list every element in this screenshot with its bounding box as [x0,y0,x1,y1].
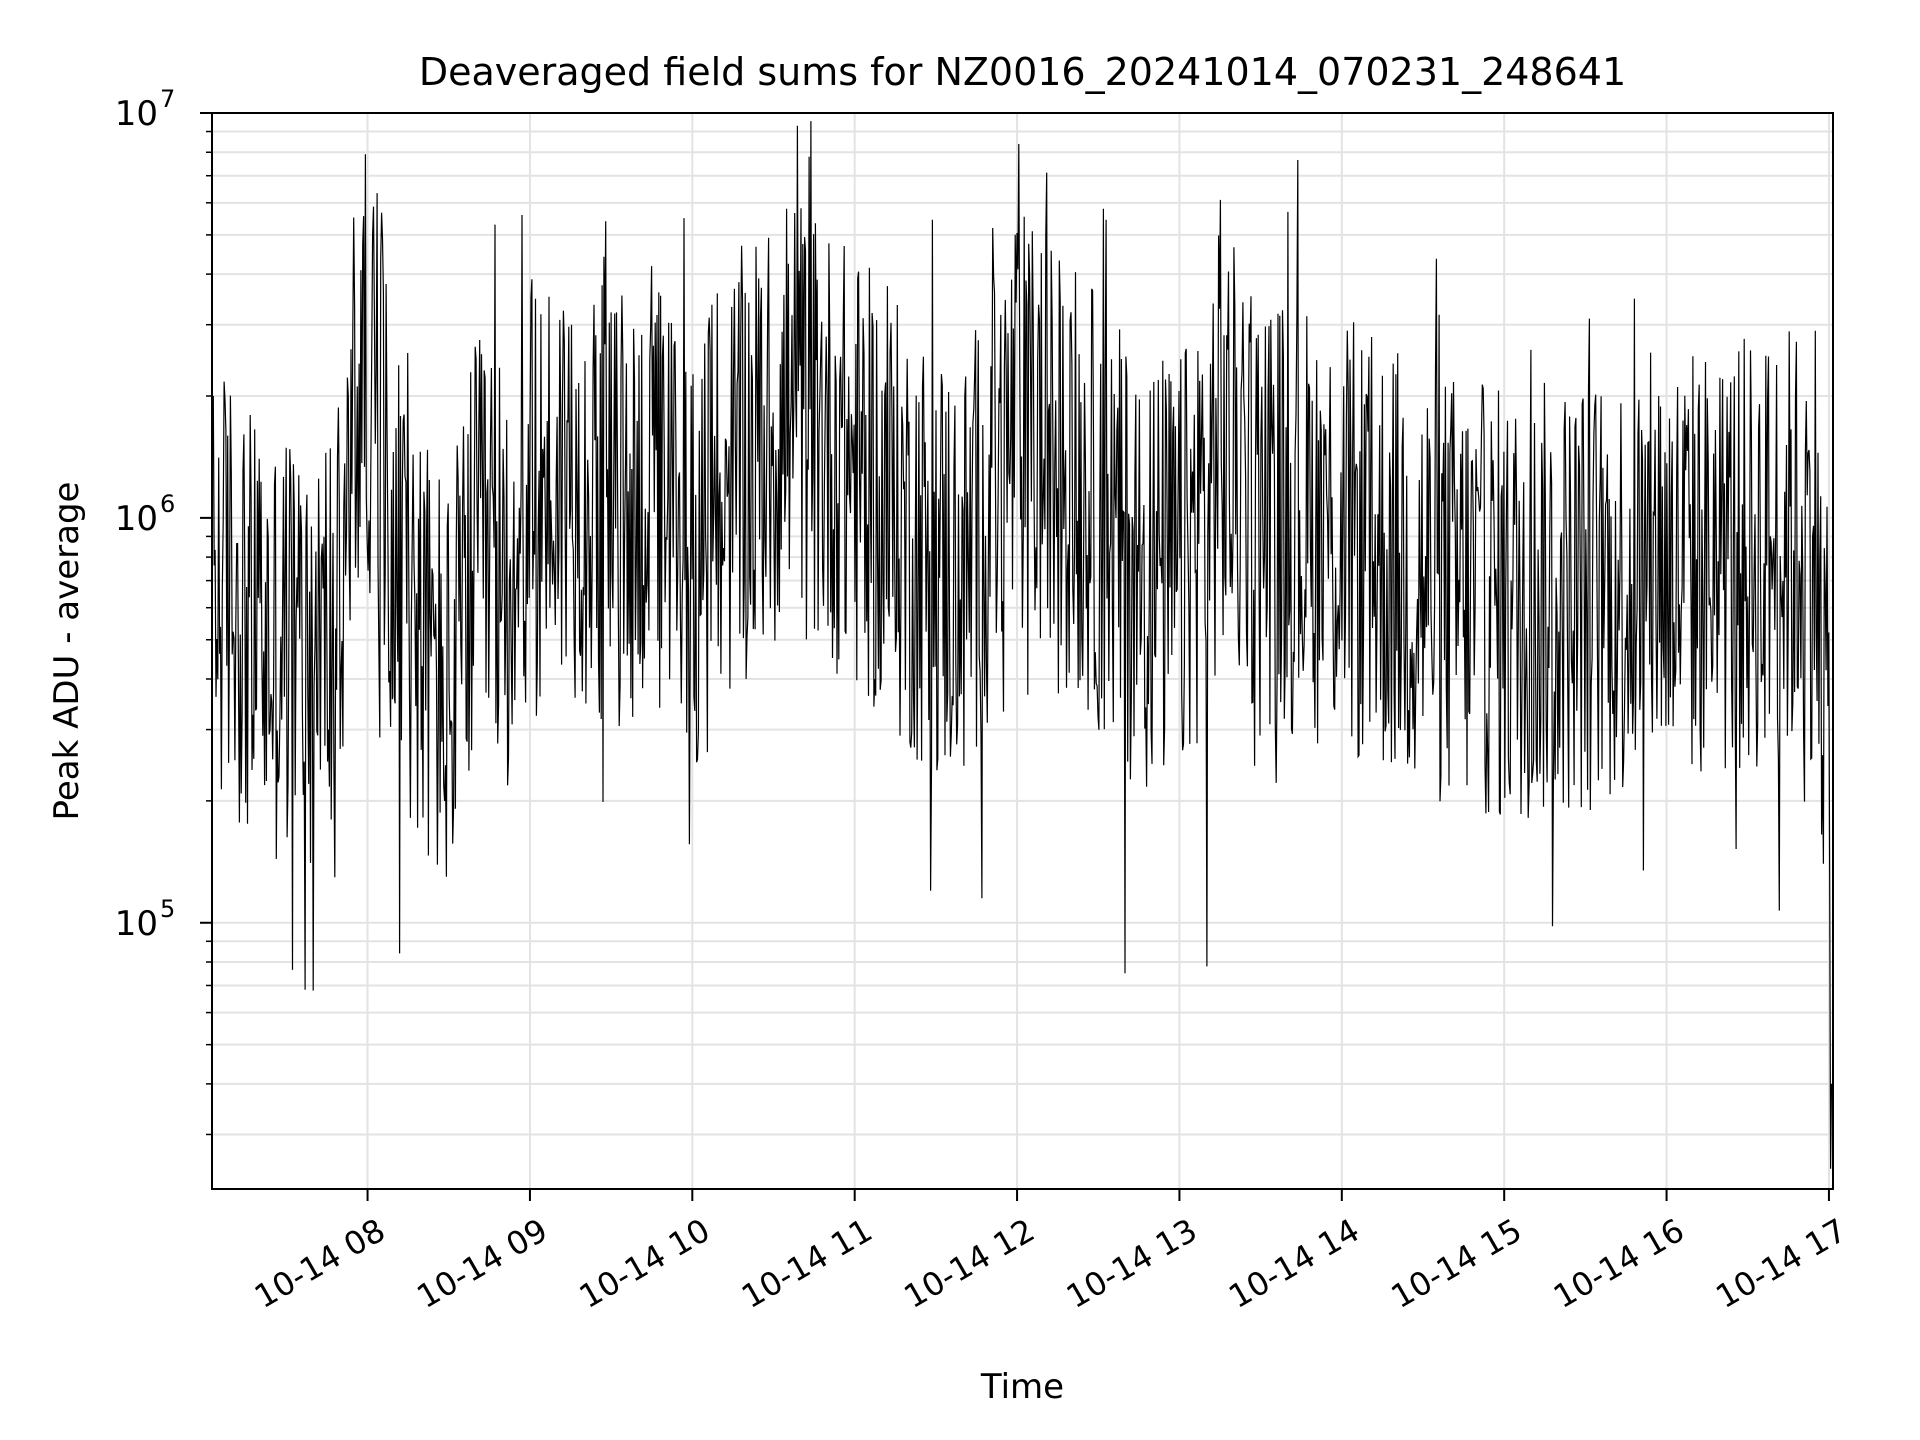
x-tick-label: 10-14 13 [1060,1211,1204,1316]
y-tick-label: 10 [115,904,158,944]
y-tick-label: 10 [115,94,158,134]
data-series [212,121,1833,1169]
x-tick-label: 10-14 15 [1385,1211,1529,1316]
x-tick-label: 10-14 09 [410,1211,554,1316]
y-axis-label: Peak ADU - average [47,482,87,821]
x-tick-label: 10-14 12 [897,1211,1041,1316]
y-tick-label-exponent: 7 [160,85,175,113]
y-tick-label-exponent: 6 [160,490,175,518]
chart-title: Deaveraged field sums for NZ0016_2024101… [419,50,1626,94]
y-tick-label-exponent: 5 [160,895,175,923]
x-tick-label: 10-14 17 [1709,1211,1853,1316]
x-axis-label: Time [980,1367,1064,1407]
plot-area-frame [211,112,1834,1190]
x-axis-ticks: 10-14 08 10-14 09 10-14 10 10-14 11 10-14 12… [248,1189,1853,1316]
x-tick-label: 10-14 08 [248,1211,392,1316]
y-tick-label: 10 [115,499,158,539]
x-tick-label: 10-14 11 [735,1211,879,1316]
x-tick-label: 10-14 10 [573,1211,717,1316]
series-line [212,121,1833,1169]
x-tick-label: 10-14 14 [1222,1211,1366,1316]
x-tick-label: 10-14 16 [1547,1211,1691,1316]
